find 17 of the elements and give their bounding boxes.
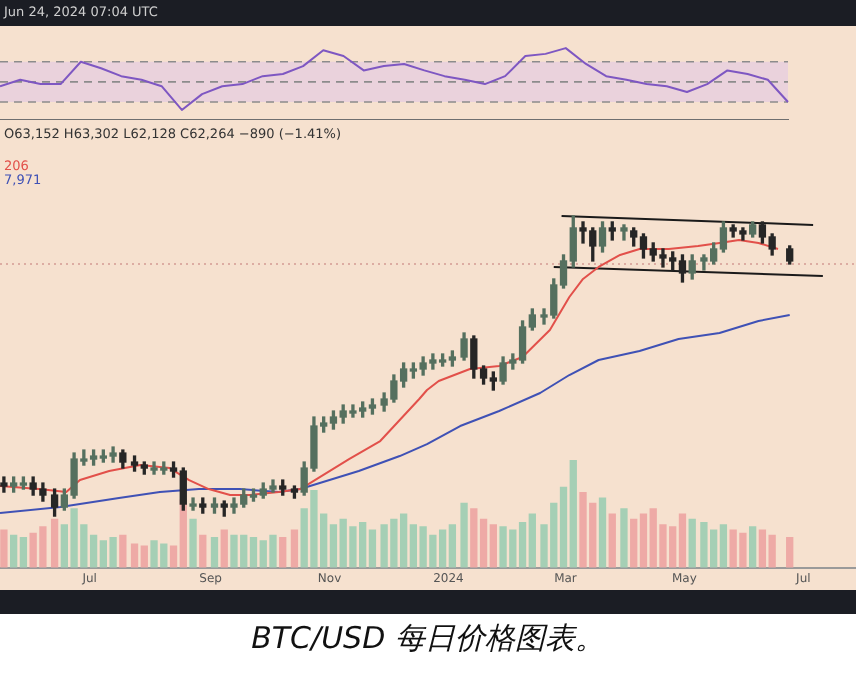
bar <box>50 518 59 568</box>
bar <box>688 518 696 568</box>
bar <box>608 513 616 568</box>
bar <box>119 534 127 568</box>
bar <box>199 534 207 568</box>
bar <box>290 529 299 568</box>
bar <box>598 497 607 568</box>
bar <box>279 537 287 568</box>
bar <box>460 502 468 568</box>
bar <box>786 537 794 568</box>
text: BTC/USD 每日价格图表。 <box>249 620 607 658</box>
bar <box>220 529 228 568</box>
bar <box>0 529 8 568</box>
bar <box>189 518 197 568</box>
bar <box>749 526 757 568</box>
bar <box>210 537 219 568</box>
bar <box>620 508 628 568</box>
